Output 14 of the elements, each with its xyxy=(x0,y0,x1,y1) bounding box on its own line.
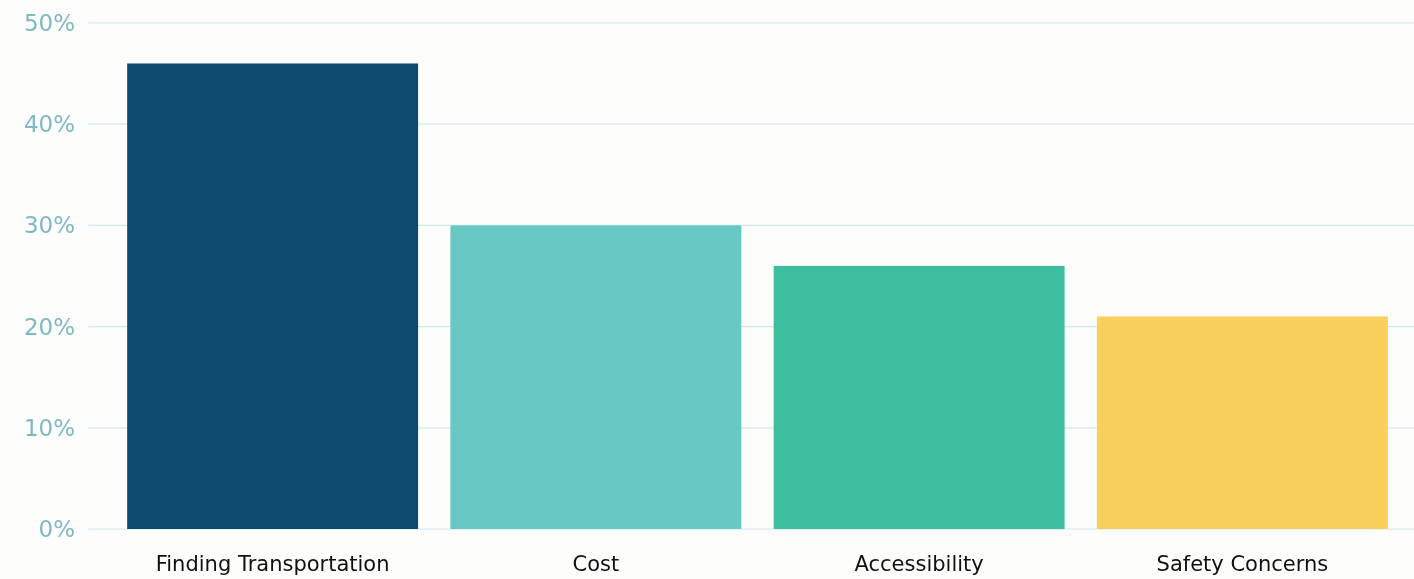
x-tick-label: Accessibility xyxy=(854,552,984,576)
bar xyxy=(127,63,419,529)
bar xyxy=(1096,316,1388,529)
x-tick-label: Finding Transportation xyxy=(155,552,390,576)
y-tick-label: 20% xyxy=(23,313,75,340)
y-tick-label: 30% xyxy=(23,212,75,239)
y-tick-label: 0% xyxy=(38,516,75,543)
x-tick-label: Safety Concerns xyxy=(1156,552,1329,576)
y-tick-label: 10% xyxy=(23,414,75,441)
bar xyxy=(450,225,742,529)
y-tick-label: 40% xyxy=(23,111,75,138)
x-tick-label: Cost xyxy=(572,552,620,576)
y-tick-label: 50% xyxy=(23,10,75,37)
bar xyxy=(773,265,1065,529)
